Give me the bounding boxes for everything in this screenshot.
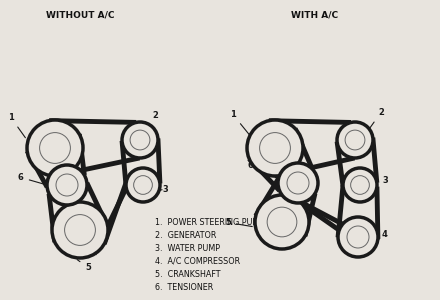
Circle shape (337, 122, 373, 158)
Text: WITHOUT A/C: WITHOUT A/C (46, 10, 114, 19)
Text: 6.  TENSIONER: 6. TENSIONER (155, 283, 213, 292)
Text: 5.  CRANKSHAFT: 5. CRANKSHAFT (155, 270, 220, 279)
Circle shape (52, 202, 108, 258)
Circle shape (343, 168, 377, 202)
Circle shape (47, 165, 87, 205)
Text: 5: 5 (77, 260, 91, 272)
Text: 5: 5 (225, 218, 252, 227)
Circle shape (345, 130, 365, 150)
Circle shape (130, 130, 150, 150)
Text: 4: 4 (378, 230, 388, 240)
Circle shape (134, 176, 152, 194)
Text: 1.  POWER STEERING PUMP: 1. POWER STEERING PUMP (155, 218, 264, 227)
Circle shape (347, 226, 369, 248)
Text: 2: 2 (369, 108, 384, 130)
Text: 3: 3 (160, 185, 168, 194)
Text: 1: 1 (8, 113, 26, 138)
Circle shape (267, 207, 297, 237)
Circle shape (278, 163, 318, 203)
Circle shape (65, 214, 95, 245)
Circle shape (338, 217, 378, 257)
Text: 3: 3 (377, 176, 388, 188)
Text: WITH A/C: WITH A/C (291, 10, 338, 19)
Circle shape (255, 195, 309, 249)
Circle shape (287, 172, 309, 194)
Circle shape (40, 133, 70, 164)
Circle shape (56, 174, 78, 196)
Circle shape (27, 120, 83, 176)
Text: 1: 1 (230, 110, 250, 136)
Text: 2.  GENERATOR: 2. GENERATOR (155, 231, 216, 240)
Circle shape (126, 168, 160, 202)
Text: 6: 6 (18, 173, 44, 184)
Text: 3.  WATER PUMP: 3. WATER PUMP (155, 244, 220, 253)
Text: 4.  A/C COMPRESSOR: 4. A/C COMPRESSOR (155, 257, 240, 266)
Text: 6: 6 (248, 161, 274, 177)
Circle shape (247, 120, 303, 176)
Circle shape (122, 122, 158, 158)
Text: 2: 2 (151, 111, 158, 129)
Circle shape (260, 133, 290, 164)
Circle shape (351, 176, 369, 194)
